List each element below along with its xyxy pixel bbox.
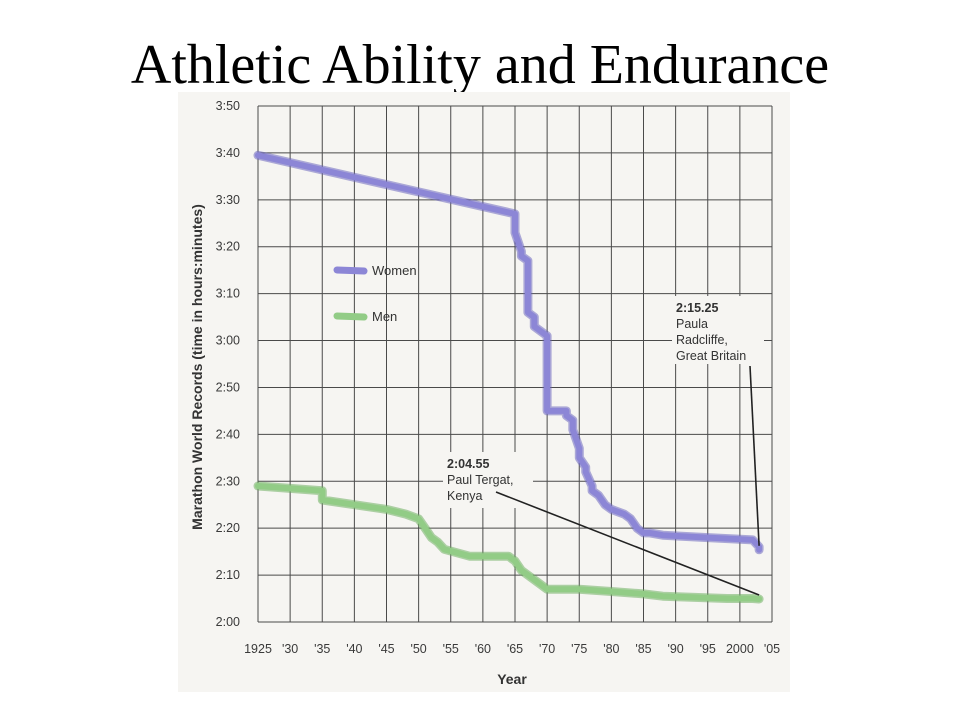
- x-tick-label: '80: [603, 642, 619, 656]
- annotation-radcliffe-pointer: [749, 365, 760, 546]
- annotations: 2:15.25 Paula Radcliffe, Great Britain 2…: [443, 296, 764, 596]
- x-tick-label: '40: [346, 642, 362, 656]
- x-tick-label: '60: [475, 642, 491, 656]
- x-tick-label: '85: [635, 642, 651, 656]
- chart-panel: [178, 92, 790, 692]
- legend-label-women: Women: [372, 263, 417, 278]
- annotation-radcliffe-line1: Paula: [676, 317, 708, 331]
- series-layer: [253, 150, 764, 604]
- x-tick-label: '05: [764, 642, 780, 656]
- y-tick-label: 2:20: [216, 521, 240, 535]
- legend-swatch-men: [333, 312, 368, 321]
- annotation-tergat-time: 2:04.55: [447, 457, 489, 471]
- x-tick-label: '55: [443, 642, 459, 656]
- y-axis-title: Marathon World Records (time in hours:mi…: [189, 204, 205, 530]
- annotation-radcliffe-line2: Radcliffe,: [676, 333, 728, 347]
- annotation-tergat-line1: Paul Tergat,: [447, 473, 513, 487]
- x-tick-label: '30: [282, 642, 298, 656]
- legend: Women Men: [333, 263, 417, 324]
- x-tick-label: '50: [410, 642, 426, 656]
- annotation-radcliffe-line3: Great Britain: [676, 349, 746, 363]
- y-tick-label: 3:10: [216, 287, 240, 301]
- series-line-men: [255, 483, 763, 602]
- y-tick-label: 3:30: [216, 193, 240, 207]
- x-tick-label: '75: [571, 642, 587, 656]
- annotation-bg-radcliffe: [672, 296, 764, 364]
- annotation-tergat-line2: Kenya: [447, 489, 482, 503]
- series-line-women: [255, 152, 763, 553]
- x-tick-label: '35: [314, 642, 330, 656]
- y-tick-label: 3:50: [216, 99, 240, 113]
- x-axis-title: Year: [497, 671, 527, 687]
- x-tick-label: 2000: [726, 642, 754, 656]
- y-tick-label: 3:20: [216, 240, 240, 254]
- grid-layer: [257, 105, 773, 623]
- y-tick-labels: 2:00 2:10 2:20 2:30 2:40 2:50 3:00 3:10 3:20 3:30…: [216, 99, 240, 629]
- legend-label-men: Men: [372, 309, 397, 324]
- slide-title: Athletic Ability and Endurance: [130, 34, 830, 96]
- x-tick-label: 1925: [244, 642, 272, 656]
- x-tick-label: '90: [667, 642, 683, 656]
- y-tick-label: 2:50: [216, 380, 240, 394]
- x-tick-label: '70: [539, 642, 555, 656]
- y-tick-label: 3:00: [216, 334, 240, 348]
- y-tick-label: 2:30: [216, 474, 240, 488]
- legend-swatch-women: [333, 266, 368, 275]
- annotation-radcliffe-time: 2:15.25: [676, 301, 718, 315]
- y-tick-label: 2:40: [216, 427, 240, 441]
- annotation-bg-tergat: [443, 452, 533, 508]
- x-tick-labels: 1925 '30 '35 '40 '45 '50 '55 '60 '65 '70 '75 '80 '85…: [244, 642, 780, 656]
- x-tick-label: '95: [700, 642, 716, 656]
- y-tick-label: 2:00: [216, 615, 240, 629]
- x-tick-label: '45: [378, 642, 394, 656]
- annotation-tergat-pointer: [495, 491, 760, 596]
- y-tick-label: 3:40: [216, 146, 240, 160]
- x-tick-label: '65: [507, 642, 523, 656]
- y-tick-label: 2:10: [216, 568, 240, 582]
